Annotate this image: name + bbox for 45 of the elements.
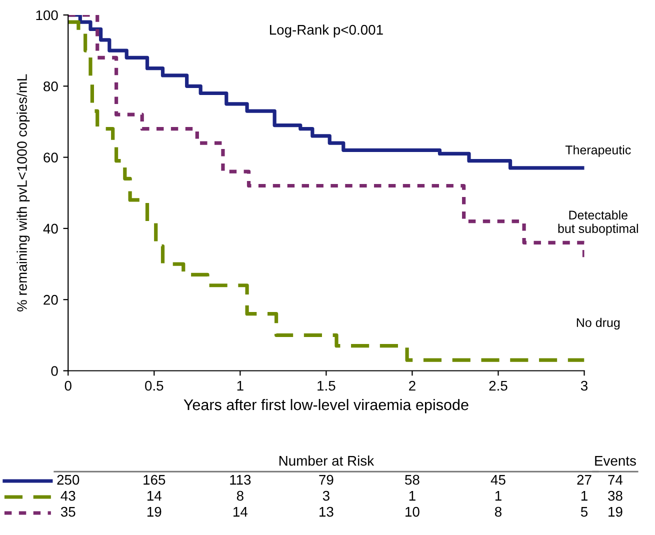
x-tick-label: 3 xyxy=(580,380,588,391)
text: 19 xyxy=(608,506,622,517)
annotation: Log-Rank p<0.001 xyxy=(270,24,383,38)
text: 8 xyxy=(494,506,502,517)
text: 13 xyxy=(320,506,334,517)
text: Number at Risk xyxy=(279,456,374,466)
text: 27 xyxy=(577,474,592,485)
x-tick-label: 2.5 xyxy=(489,380,508,391)
text: 113 xyxy=(230,474,251,485)
text: 1 xyxy=(495,491,502,501)
text: 5 xyxy=(580,507,588,517)
text: 10 xyxy=(406,506,420,517)
text: 43 xyxy=(60,490,76,501)
text: No drug xyxy=(576,318,620,330)
text: Events xyxy=(595,456,636,466)
x-axis-title: Years after first low-level viraemia episode xyxy=(184,398,468,414)
text: 38 xyxy=(608,490,622,501)
x-tick-label: 1 xyxy=(237,380,244,391)
text: 45 xyxy=(490,475,506,485)
x-tick-label: 0.5 xyxy=(145,380,164,391)
series-label: Detectable but suboptimal xyxy=(558,210,638,236)
text: 79 xyxy=(319,474,334,485)
text: 74 xyxy=(608,475,623,485)
y-tick-label: 0 xyxy=(51,366,58,376)
text: 250 xyxy=(57,474,80,485)
text: 165 xyxy=(144,474,166,485)
y-tick-label: 20 xyxy=(44,294,58,305)
text: 1 xyxy=(409,491,416,501)
text: 58 xyxy=(405,474,420,485)
y-tick-label: 40 xyxy=(43,224,58,234)
x-tick-label: 2 xyxy=(409,380,416,391)
text: 1 xyxy=(581,491,588,501)
text: 35 xyxy=(60,506,76,517)
y-tick-label: 80 xyxy=(44,81,58,92)
series-label: Therapeutic xyxy=(565,145,631,157)
y-tick-label: 100 xyxy=(36,10,58,20)
text: 14 xyxy=(147,491,162,501)
x-tick-label: 1.5 xyxy=(318,380,336,391)
text: 8 xyxy=(236,490,244,501)
x-tick-label: 0 xyxy=(64,380,72,391)
text: 14 xyxy=(234,507,248,517)
text: 19 xyxy=(147,506,162,517)
text: 3 xyxy=(322,490,330,501)
y-tick-label: 60 xyxy=(44,152,58,162)
y-axis-title: % remaining with pvL<1000 copies/mL xyxy=(16,74,30,312)
